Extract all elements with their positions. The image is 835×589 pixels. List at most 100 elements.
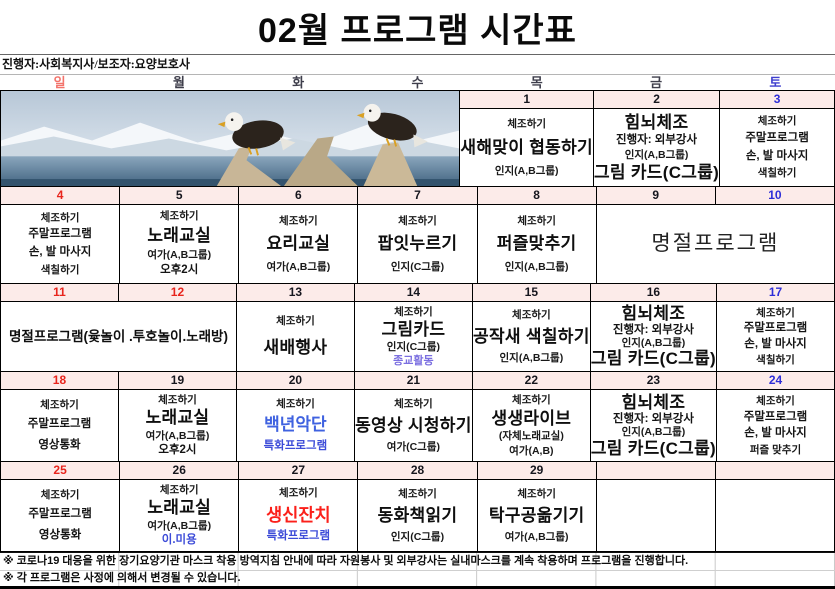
day-22-cell: 체조하기 생생라이브 (자체노래교실) 여가(A,B) bbox=[472, 390, 591, 462]
activity-line: 영상통화 bbox=[38, 528, 82, 541]
activity-line: 체조하기 bbox=[276, 397, 315, 410]
activity-line: 체조하기 bbox=[517, 214, 556, 227]
weekday-header-fri: 금 bbox=[650, 75, 663, 90]
activity-line: 요리교실 bbox=[266, 234, 331, 254]
activity-line: (자체노래교실) bbox=[498, 430, 564, 443]
activity-line: 여가(A,B그룹) bbox=[147, 519, 212, 532]
date-28: 28 bbox=[358, 462, 478, 480]
day-5-cell: 체조하기 노래교실 여가(A,B그룹) 오후2시 bbox=[120, 205, 240, 284]
activity-line: 주말프로그램 bbox=[743, 410, 808, 423]
activity-line: 인지(A,B그룹) bbox=[624, 148, 689, 161]
day-8-cell: 체조하기 퍼즐맞추기 인지(A,B그룹) bbox=[477, 205, 597, 284]
day-15-cell: 체조하기 공작새 색칠하기 인지(A,B그룹) bbox=[472, 302, 591, 372]
footnote-2: ※ 각 프로그램은 사정에 의해서 변경될 수 있습니다. bbox=[3, 572, 241, 584]
activity-line: 여가(A,B) bbox=[509, 444, 554, 457]
activity-line: 체조하기 bbox=[757, 115, 797, 128]
weekday-header-sun: 일 bbox=[53, 75, 66, 90]
date-1: 1 bbox=[460, 91, 594, 109]
activity-line: 힘뇌체조 bbox=[621, 392, 686, 412]
date-2: 2 bbox=[593, 91, 721, 109]
date-12: 12 bbox=[118, 284, 237, 302]
activity-line: 색칠하기 bbox=[757, 167, 797, 180]
day-14-cell: 체조하기 그림카드 인지(C그룹) 종교활동 bbox=[354, 302, 473, 372]
date-11: 11 bbox=[1, 284, 119, 302]
activity-line: 노래교실 bbox=[147, 225, 212, 245]
date-16: 16 bbox=[590, 284, 718, 302]
activity-line: 특화프로그램 bbox=[263, 440, 328, 453]
activity-line: 생생라이브 bbox=[491, 408, 572, 428]
activity-line: 노래교실 bbox=[145, 408, 210, 428]
activity-line: 동화책읽기 bbox=[377, 505, 458, 525]
driftwood-right bbox=[363, 142, 418, 186]
holiday-program-detail: 명절프로그램(윷놀이 .투호놀이.노래방) bbox=[1, 302, 237, 372]
activity-line: 손, 발 마사지 bbox=[745, 149, 809, 162]
activity-line: 체조하기 bbox=[158, 394, 197, 407]
activity-line: 주말프로그램 bbox=[27, 418, 92, 431]
activity-line: 체조하기 bbox=[756, 306, 795, 319]
activity-line: 체조하기 bbox=[512, 309, 551, 322]
date-26: 26 bbox=[120, 462, 240, 480]
activity-line: 체조하기 bbox=[507, 118, 547, 131]
activity-line: 인지(A,B그룹) bbox=[621, 426, 686, 439]
activity-line: 체조하기 bbox=[394, 397, 433, 410]
date-29: 29 bbox=[477, 462, 597, 480]
activity-line: 체조하기 bbox=[398, 487, 437, 500]
activity-line: 체조하기 bbox=[398, 214, 437, 227]
activity-line: 여가(C그룹) bbox=[386, 441, 440, 454]
activity-line: 그림카드 bbox=[381, 319, 446, 339]
footnote-1: ※ 코로나19 대응을 위한 장기요양기관 마스크 착용 방역지침 안내에 따라… bbox=[0, 553, 835, 571]
staff-note: 진행자:사회복지사/보조자:요양보호사 bbox=[0, 55, 835, 75]
eagle-right bbox=[356, 103, 428, 148]
week-row-5: 25 26 27 28 29 체조하기 주말프로그램 영상통화 체조하기 노래교실 여가(A,B그룹… bbox=[0, 462, 835, 552]
activity-line: 그림 카드(C그룹) bbox=[593, 162, 720, 182]
day-26-cell: 체조하기 노래교실 여가(A,B그룹) 이.미용 bbox=[120, 480, 240, 552]
activity-line: 체조하기 bbox=[40, 211, 80, 224]
activity-line: 생신잔치 bbox=[266, 504, 331, 525]
day-16-cell: 힘뇌체조 진행자: 외부강사 인지(A,B그룹) 그림 카드(C그룹) bbox=[590, 302, 718, 372]
eagle-left bbox=[217, 112, 296, 156]
activity-line: 오후2시 bbox=[160, 264, 199, 277]
date-7: 7 bbox=[358, 187, 478, 205]
activity-line: 새배행사 bbox=[263, 338, 328, 358]
activity-line: 인지(A,B그룹) bbox=[504, 261, 569, 274]
day-18-cell: 체조하기 주말프로그램 영상통화 bbox=[1, 390, 119, 462]
activity-line: 힘뇌체조 bbox=[621, 304, 686, 324]
date-15: 15 bbox=[472, 284, 591, 302]
activity-line: 인지(C그룹) bbox=[390, 531, 445, 544]
date-22: 22 bbox=[472, 372, 591, 390]
day-29-cell: 체조하기 탁구공옮기기 여가(A,B그룹) bbox=[477, 480, 597, 552]
activity-line: 체조하기 bbox=[159, 484, 199, 497]
activity-line: 종교활동 bbox=[393, 354, 434, 367]
weekday-header-wed: 수 bbox=[411, 75, 424, 90]
activity-line: 이.미용 bbox=[161, 533, 197, 546]
date-4: 4 bbox=[1, 187, 121, 205]
day-25-cell: 체조하기 주말프로그램 영상통화 bbox=[1, 480, 121, 552]
day-20-cell: 체조하기 백년악단 특화프로그램 bbox=[236, 390, 355, 462]
activity-line: 색칠하기 bbox=[756, 354, 795, 366]
date-20: 20 bbox=[236, 372, 355, 390]
date-21: 21 bbox=[354, 372, 473, 390]
activity-line: 동영상 시청하기 bbox=[355, 415, 472, 435]
week-row-2: 4 5 6 7 8 9 10 체조하기 주말프로그램 손, 발 마사지 색칠하기 체조하기 노래교실 여가… bbox=[0, 187, 835, 284]
page-title: 02월 프로그램 시간표 bbox=[0, 0, 835, 55]
activity-line: 체조하기 bbox=[512, 394, 551, 407]
activity-line: 여가(A,B그룹) bbox=[147, 248, 212, 261]
activity-line: 체조하기 bbox=[40, 489, 80, 502]
activity-line: 체조하기 bbox=[276, 315, 315, 328]
date-24: 24 bbox=[717, 372, 835, 390]
activity-line: 오후2시 bbox=[158, 443, 197, 456]
activity-line: 노래교실 bbox=[147, 498, 212, 518]
activity-line: 체조하기 bbox=[394, 305, 433, 318]
activity-line: 여가(A,B그룹) bbox=[504, 531, 569, 544]
day-3-cell: 체조하기 주말프로그램 손, 발 마사지 색칠하기 bbox=[720, 109, 835, 187]
activity-line: 인지(A,B그룹) bbox=[494, 164, 559, 177]
activity-line: 손, 발 마사지 bbox=[744, 337, 807, 350]
activity-line: 주말프로그램 bbox=[743, 321, 808, 334]
activity-line: 힘뇌체조 bbox=[624, 112, 689, 132]
activity-line: 퍼즐 맞추기 bbox=[749, 443, 802, 456]
